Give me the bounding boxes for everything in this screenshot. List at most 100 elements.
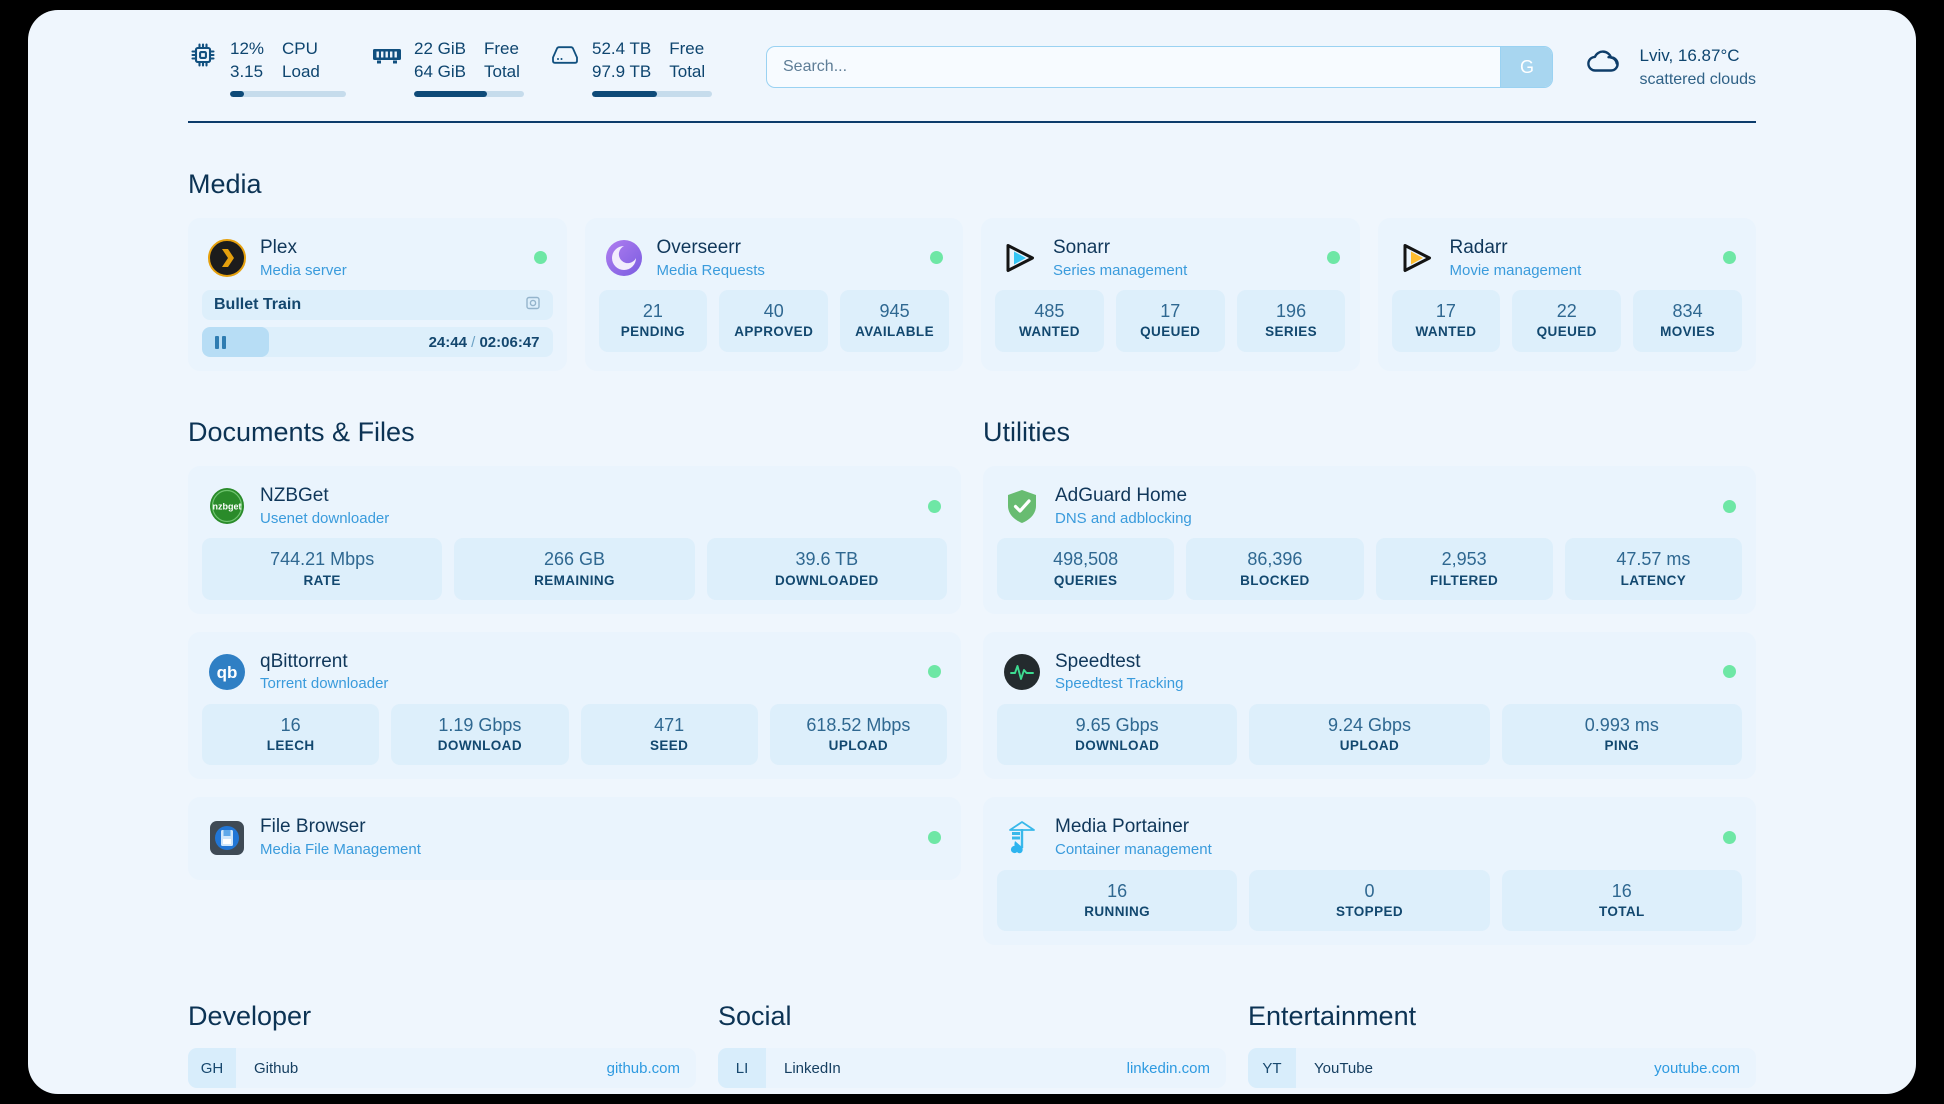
memory-free-value: 22 GiB bbox=[414, 39, 466, 58]
status-badge bbox=[1326, 251, 1340, 265]
status-badge bbox=[1723, 499, 1736, 513]
stat-tiles: 485 WANTED 17 QUEUED 196 SERIES bbox=[995, 290, 1346, 352]
now-playing-time: 24:44 / 02:06:47 bbox=[428, 333, 540, 351]
stat-tile: 1.19 Gbps DOWNLOAD bbox=[391, 703, 569, 766]
stat-tile: 17 WANTED bbox=[1391, 290, 1501, 352]
search-box[interactable]: G bbox=[766, 46, 1554, 89]
now-playing-title-bar: Bullet Train bbox=[202, 290, 553, 321]
app-name: Media Portainer bbox=[1055, 816, 1190, 838]
portainer-icon bbox=[1003, 819, 1041, 857]
stat-tiles: 498,508 QUERIES 86,396 BLOCKED 2,953 FIL… bbox=[997, 538, 1742, 600]
stat-label: MOVIES bbox=[1660, 324, 1716, 340]
bookmark-item[interactable]: LI LinkedIn linkedin.com bbox=[718, 1048, 1226, 1089]
stat-tile: 744.21 Mbps RATE bbox=[202, 538, 443, 600]
app-card-sonarr[interactable]: Sonarr Series management 485 WANTED 17 Q… bbox=[981, 217, 1360, 372]
section-title-media: Media bbox=[188, 168, 262, 199]
stat-label: RUNNING bbox=[1084, 903, 1151, 919]
stat-tile: 22 QUEUED bbox=[1512, 290, 1622, 352]
stat-value: 17 bbox=[1160, 301, 1181, 322]
app-card-plex[interactable]: Plex Media server Bullet Train 24 bbox=[188, 217, 567, 372]
app-subtitle: Media File Management bbox=[260, 841, 421, 859]
stat-label: QUEUED bbox=[1536, 324, 1597, 340]
stat-label: LEECH bbox=[266, 738, 315, 754]
app-subtitle: Media Requests bbox=[656, 261, 765, 279]
memory-icon bbox=[372, 38, 402, 72]
stat-value: 196 bbox=[1276, 301, 1307, 322]
stat-label: PING bbox=[1604, 738, 1640, 754]
app-card-file-browser[interactable]: File Browser Media File Management bbox=[188, 797, 961, 880]
app-name: AdGuard Home bbox=[1055, 485, 1188, 507]
bookmark-group-social: Social LI LinkedIn linkedin.com TW Twitt… bbox=[718, 1001, 1226, 1094]
stat-value: 471 bbox=[654, 714, 685, 735]
cpu-usage-value: 12% bbox=[230, 39, 265, 58]
weather-widget: Lviv, 16.87°C scattered clouds bbox=[1581, 44, 1756, 92]
cpu-widget: 12% 3.15 CPU Load bbox=[188, 38, 346, 97]
stat-label: DOWNLOAD bbox=[1075, 738, 1160, 754]
stat-label: WANTED bbox=[1018, 324, 1080, 340]
plex-icon bbox=[208, 238, 246, 277]
stat-label: TOTAL bbox=[1598, 903, 1645, 919]
app-card-nzbget[interactable]: nzbget NZBGet Usenet downloader 744.21 M… bbox=[188, 466, 961, 614]
stat-value: 834 bbox=[1672, 301, 1703, 322]
section-title-documents: Documents & Files bbox=[188, 417, 415, 448]
cast-icon[interactable] bbox=[525, 295, 541, 316]
app-card-media-portainer[interactable]: Media Portainer Container management 16 … bbox=[983, 797, 1756, 946]
bookmark-name: LinkedIn bbox=[784, 1059, 841, 1077]
stat-label: SERIES bbox=[1265, 324, 1318, 340]
bookmark-item[interactable]: YT YouTube youtube.com bbox=[1248, 1048, 1756, 1089]
stat-label: LATENCY bbox=[1620, 572, 1687, 588]
bookmark-badge: YT bbox=[1248, 1048, 1296, 1089]
search-input[interactable] bbox=[767, 47, 1501, 88]
cloud-icon bbox=[1581, 48, 1625, 87]
app-card-overseerr[interactable]: Overseerr Media Requests 21 PENDING 40 A… bbox=[584, 217, 963, 372]
bookmark-item[interactable]: GH Github github.com bbox=[188, 1048, 696, 1089]
stat-tile: 2,953 FILTERED bbox=[1375, 538, 1553, 600]
app-card-speedtest[interactable]: Speedtest Speedtest Tracking 9.65 Gbps D… bbox=[983, 631, 1756, 780]
dashboard-window: 12% 3.15 CPU Load bbox=[28, 10, 1916, 1094]
stat-tile: 39.6 TB DOWNLOADED bbox=[706, 538, 947, 600]
stat-tile: 86,396 BLOCKED bbox=[1186, 538, 1364, 600]
stat-value: 22 bbox=[1556, 301, 1577, 322]
bookmark-badge: GH bbox=[188, 1048, 236, 1089]
stat-value: 0.993 ms bbox=[1584, 714, 1659, 735]
status-badge bbox=[1723, 831, 1736, 845]
status-badge bbox=[928, 831, 941, 845]
app-card-radarr[interactable]: Radarr Movie management 17 WANTED 22 QUE… bbox=[1377, 217, 1756, 372]
pause-icon[interactable] bbox=[215, 335, 226, 349]
memory-widget: 22 GiB 64 GiB Free Total bbox=[372, 38, 524, 97]
cpu-label-top: CPU bbox=[282, 39, 318, 58]
search-engine-button[interactable]: G bbox=[1500, 47, 1553, 88]
bookmark-url: youtube.com bbox=[1654, 1059, 1740, 1077]
stat-tile: 266 GB REMAINING bbox=[454, 538, 695, 600]
cpu-icon bbox=[188, 38, 218, 72]
stat-value: 485 bbox=[1034, 301, 1065, 322]
bookmark-url: github.com bbox=[606, 1059, 680, 1077]
stat-value: 21 bbox=[642, 301, 663, 322]
stat-label: UPLOAD bbox=[828, 738, 889, 754]
app-name: File Browser bbox=[260, 816, 366, 838]
app-subtitle: Usenet downloader bbox=[260, 509, 390, 527]
stat-label: WANTED bbox=[1415, 324, 1477, 340]
nzbget-icon: nzbget bbox=[208, 487, 246, 525]
svg-text:nzbget: nzbget bbox=[213, 502, 242, 512]
dashboard-header: 12% 3.15 CPU Load bbox=[188, 38, 1756, 123]
status-badge bbox=[1723, 665, 1736, 679]
now-playing-progress[interactable]: 24:44 / 02:06:47 bbox=[202, 327, 553, 358]
stat-label: AVAILABLE bbox=[855, 324, 934, 340]
stat-tiles: 17 WANTED 22 QUEUED 834 MOVIES bbox=[1391, 290, 1743, 352]
stat-label: FILTERED bbox=[1430, 572, 1499, 588]
stat-label: UPLOAD bbox=[1339, 738, 1400, 754]
stat-value: 744.21 Mbps bbox=[270, 549, 375, 570]
disk-free-value: 52.4 TB bbox=[592, 39, 652, 58]
documents-column: Documents & Files nzbget NZBGet bbox=[188, 371, 961, 880]
app-card-qbittorrent[interactable]: qb qBittorrent Torrent downloader 16 LEE… bbox=[188, 631, 961, 780]
stat-tile: 9.65 Gbps DOWNLOAD bbox=[997, 703, 1238, 766]
status-badge bbox=[930, 251, 943, 265]
app-card-header: Overseerr Media Requests bbox=[599, 230, 950, 290]
app-subtitle: Series management bbox=[1053, 261, 1188, 279]
app-card-adguard-home[interactable]: AdGuard Home DNS and adblocking 498,508 … bbox=[983, 466, 1756, 614]
bookmarks-area: Developer GH Github github.com SO StackO… bbox=[188, 1001, 1756, 1094]
stat-value: 618.52 Mbps bbox=[806, 714, 911, 735]
sonarr-icon bbox=[1001, 239, 1039, 277]
app-subtitle: Speedtest Tracking bbox=[1055, 675, 1184, 693]
